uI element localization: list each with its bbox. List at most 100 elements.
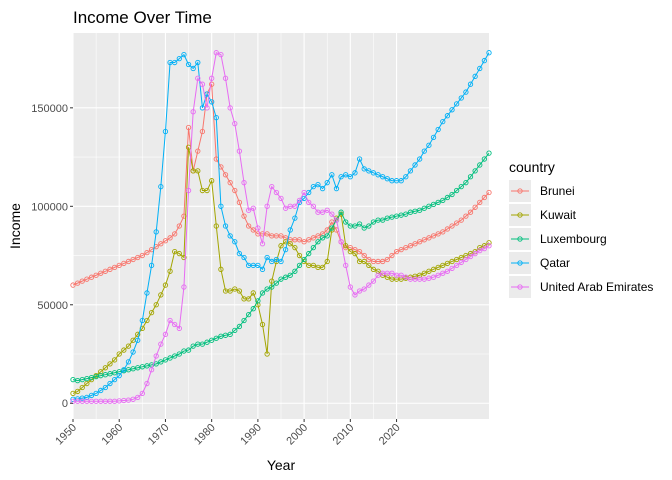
data-point [440, 270, 446, 276]
data-point [426, 235, 432, 241]
data-point [250, 306, 256, 312]
data-point [403, 274, 409, 280]
data-point [338, 209, 344, 215]
data-point [227, 331, 233, 337]
data-point [356, 248, 363, 255]
data-point [306, 237, 312, 243]
data-point [259, 266, 266, 272]
legend-key-point [517, 260, 523, 266]
data-point [199, 341, 206, 347]
data-point [269, 258, 275, 265]
data-point [236, 323, 243, 330]
legend-label: Luxembourg [540, 232, 607, 246]
data-point [444, 226, 451, 232]
series-line-kuwait [72, 147, 490, 394]
data-point [449, 258, 455, 265]
data-point [370, 266, 377, 272]
data-point [162, 128, 169, 135]
data-point [477, 162, 483, 168]
data-point [195, 59, 201, 66]
chart-title: Income Over Time [73, 8, 212, 27]
data-point [486, 240, 492, 246]
data-point [347, 284, 353, 290]
data-point [426, 268, 432, 274]
data-point [153, 229, 159, 235]
data-point [88, 274, 95, 280]
data-point [204, 187, 210, 194]
data-point [430, 233, 437, 239]
data-point [296, 252, 303, 259]
data-point [301, 189, 307, 196]
legend-key-point [517, 188, 523, 194]
data-point [329, 172, 335, 178]
data-point [453, 262, 460, 269]
data-point [84, 394, 90, 400]
x-axis-title: Year [267, 457, 296, 473]
data-point [236, 199, 243, 206]
data-point [463, 213, 469, 219]
data-point [245, 223, 252, 229]
y-tick-label: 150000 [31, 103, 68, 115]
data-point [486, 50, 492, 56]
data-point [116, 262, 122, 269]
data-point [278, 195, 284, 202]
data-point [403, 245, 409, 251]
data-point [310, 245, 317, 251]
data-point [209, 99, 215, 105]
data-point [176, 325, 182, 332]
data-point [319, 235, 326, 241]
data-point [158, 292, 164, 298]
data-point [227, 233, 233, 239]
series-kuwait [70, 144, 492, 397]
data-point [301, 256, 307, 263]
x-axis-ticks: 1950 1960 1970 1980 1990 2000 2010 2020 [53, 419, 403, 448]
x-tick-label: 1960 [100, 422, 126, 448]
data-point [116, 373, 122, 379]
data-point [343, 172, 349, 178]
data-point [176, 250, 182, 257]
data-point [407, 168, 414, 174]
data-point [84, 380, 90, 387]
data-point [407, 243, 414, 249]
data-point [199, 81, 206, 87]
data-point [352, 223, 358, 229]
data-point [125, 258, 132, 265]
data-point [287, 272, 293, 278]
data-point [435, 272, 441, 278]
data-point [172, 231, 178, 237]
data-point [144, 380, 150, 387]
data-point [144, 290, 150, 296]
data-point [232, 120, 238, 127]
data-point [393, 248, 400, 255]
data-point [356, 221, 363, 227]
data-point [107, 380, 113, 387]
data-point [139, 317, 145, 324]
data-point [292, 268, 298, 274]
data-point [259, 241, 266, 247]
data-point [269, 183, 275, 190]
data-point [74, 280, 81, 286]
series-line-united-arab-emirates [73, 51, 490, 402]
data-point [121, 260, 127, 267]
data-point [236, 288, 243, 294]
data-point [453, 220, 460, 226]
data-point [232, 327, 238, 334]
data-point [167, 317, 173, 324]
data-point [366, 168, 372, 174]
data-point [79, 278, 85, 284]
data-point [310, 235, 317, 241]
data-point [472, 204, 478, 210]
data-point [347, 245, 353, 251]
data-point [370, 278, 377, 284]
series-brunei [70, 81, 492, 288]
legend-item-luxembourg: Luxembourg [509, 228, 607, 250]
legend-key-point [517, 236, 523, 242]
data-point [158, 341, 164, 347]
data-point [324, 207, 330, 213]
data-point [319, 264, 326, 271]
data-point [421, 205, 427, 211]
data-point [158, 359, 164, 365]
data-point [319, 209, 326, 215]
data-point [125, 359, 132, 365]
